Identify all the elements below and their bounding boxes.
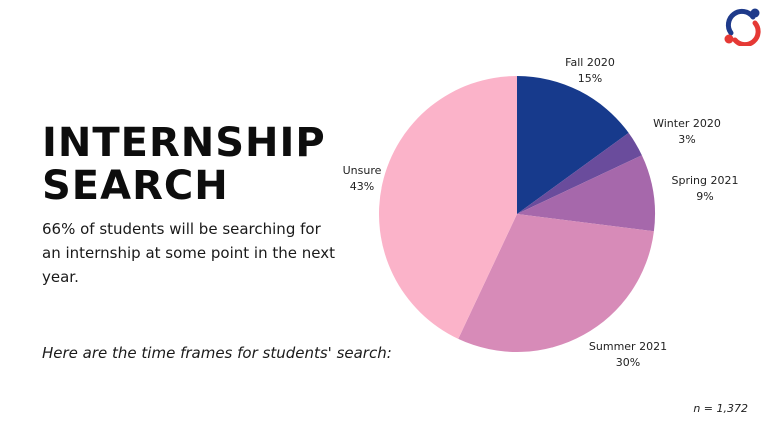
pie-slice-fall-2020: [517, 76, 629, 214]
slice-label-winter-2020: Winter 2020: [653, 117, 721, 130]
pie-slice-spring-2021: [517, 155, 655, 232]
slice-value-winter-2020: 3%: [678, 133, 695, 146]
pie-slice-unsure: [378, 75, 517, 339]
sample-size-note: n = 1,372: [693, 402, 748, 415]
slice-value-unsure: 43%: [350, 180, 374, 193]
subtitle: 66% of students will be searching for an…: [42, 220, 335, 286]
page-title: INTERNSHIP SEARCH: [42, 122, 326, 208]
logo: [724, 8, 761, 46]
pie-slice-winter-2020: [517, 132, 642, 214]
logo-ring-red-icon: [732, 20, 761, 46]
logo-dot-blue-icon: [750, 8, 760, 18]
slice-label-fall-2020: Fall 2020: [565, 56, 615, 69]
intro-note: Here are the time frames for students' s…: [42, 344, 392, 362]
pie-slice-summer-2021: [458, 214, 654, 353]
slice-value-summer-2021: 30%: [616, 356, 640, 369]
slice-value-fall-2020: 15%: [578, 72, 602, 85]
slice-value-spring-2021: 9%: [696, 190, 713, 203]
logo-dot-red-icon: [724, 34, 734, 44]
logo-ring-blue-icon: [725, 8, 756, 36]
slice-label-spring-2021: Spring 2021: [672, 174, 739, 187]
slice-label-summer-2021: Summer 2021: [589, 340, 667, 353]
page-title-line-1: INTERNSHIP: [42, 120, 326, 166]
page-title-line-2: SEARCH: [42, 163, 229, 209]
slice-label-unsure: Unsure: [343, 164, 382, 177]
